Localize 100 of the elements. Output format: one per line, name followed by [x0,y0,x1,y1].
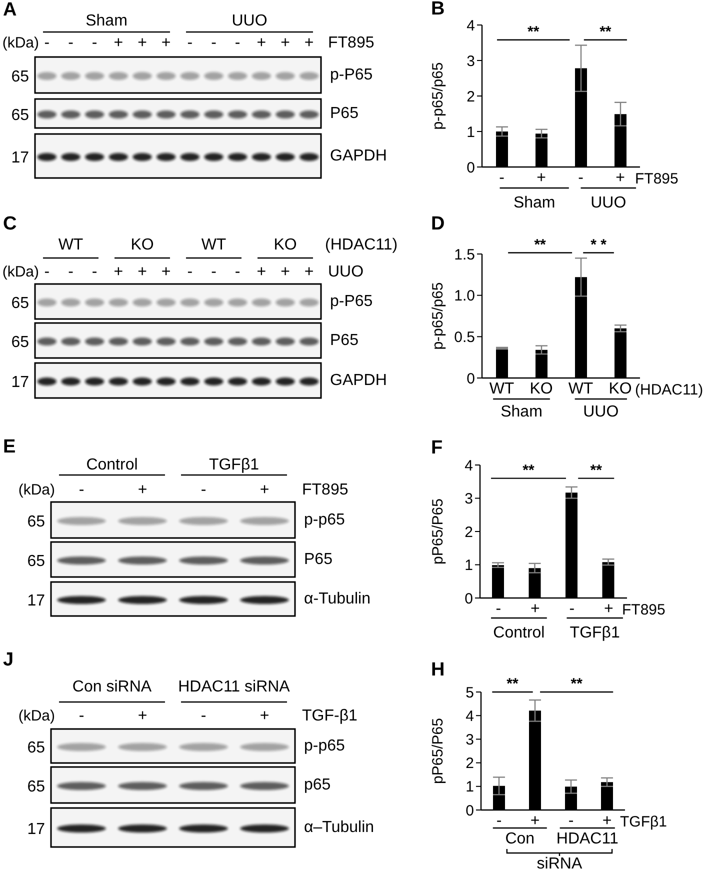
text: KO [274,236,297,254]
y-tick-label: 2 [466,755,474,772]
text: HDAC11 [556,830,618,848]
text: A [3,0,17,20]
category-label: - [211,34,216,52]
y-axis-title: pP65/P65 [430,498,446,564]
chart-title: B [431,0,445,20]
category-label: P65 [330,105,358,122]
text: UUO [583,404,619,420]
y-axis-title: pP65/P65 [430,718,446,784]
category-label: + [138,708,148,724]
y-tick-label: 4 [466,17,475,34]
annotation: ** [506,676,518,692]
y-tick-label: 5 [466,684,474,702]
text: Sham [500,404,542,420]
category-label: - [234,264,240,280]
y-axis-title: p-p65/p65 [430,62,446,130]
category-label: - [200,482,206,498]
category-label: + [280,264,290,280]
text: UUO [328,264,364,280]
x-axis-title: FT895 [622,602,666,618]
category-label: 65 [27,740,45,756]
text: Control [493,624,545,642]
category-label: + [256,34,266,52]
text: (kDa) [2,34,39,52]
x-tick-label: KO [608,380,632,398]
category-label: + [304,264,314,280]
category-label: 17 [11,150,29,166]
category-label: 65 [27,778,45,796]
text: (HDAC11) [325,236,398,254]
x-axis-title: (HDAC11) [635,382,704,398]
category-label: - [78,482,84,498]
text: Con [505,830,535,848]
y-tick-label: 3 [464,490,473,508]
y-tick-label: 0 [466,802,474,820]
category-label: 65 [11,107,29,124]
category-label: α–Tubulin [304,819,374,836]
text: TGFβ1 [208,456,260,474]
annotation: ** [528,23,540,40]
text: siRNA [536,856,582,871]
y-tick-label: 0.5 [454,328,475,346]
y-axis-title: p-p65/p65 [430,282,446,350]
category-label: 17 [11,374,29,391]
text: (kDa) [2,264,39,280]
category-label: - [68,264,74,280]
category-label: - [68,34,74,52]
x-tick-label: WT [568,380,594,398]
category-label: - [187,264,193,280]
y-tick-label: 2 [464,524,473,541]
annotation: ** [522,462,535,479]
category-label: + [260,708,270,724]
y-tick-label: 0 [466,159,475,176]
category-label: - [211,264,216,280]
y-tick-label: 4 [466,708,474,725]
category-label: GAPDH [330,148,387,164]
category-label: GAPDH [330,372,387,389]
text: Sham [86,12,128,30]
x-tick-label: + [536,169,546,186]
x-tick-label: - [578,169,584,186]
annotation: ** [590,462,602,479]
text: UUO [590,194,626,212]
y-tick-label: 0 [466,370,475,388]
y-tick-label: 1.5 [454,246,475,264]
x-tick-label: - [569,600,575,618]
text: Con siRNA [72,678,152,696]
category-label: - [187,34,193,52]
category-label: 65 [27,553,45,570]
x-tick-label: + [602,812,612,830]
x-tick-label: - [496,812,502,830]
category-label: - [92,264,98,280]
text: Control [86,456,138,474]
annotation: ** [600,23,612,40]
category-label: + [138,264,147,280]
category-label: - [200,708,206,724]
category-label: p-P65 [330,66,373,84]
x-tick-label: WT [489,380,514,398]
category-label: + [114,34,124,52]
category-label: 17 [27,821,45,838]
chart-title: D [431,214,445,234]
category-label: + [304,34,314,52]
text: E [3,436,16,458]
x-tick-label: KO [530,380,553,398]
category-label: 65 [11,68,29,86]
text: FT895 [302,482,348,498]
text: TGF-β1 [302,708,358,724]
text: HDAC11 siRNA [178,678,290,696]
y-tick-label: 1 [466,778,474,796]
y-tick-label: 2 [466,88,475,106]
text: Sham [513,194,556,212]
text: UUO [232,12,268,30]
x-axis-title: TGFβ1 [620,814,667,830]
text: C [3,214,17,234]
y-tick-label: 3 [466,52,475,70]
text: * * [590,236,607,254]
category-label: P65 [330,332,358,349]
category-label: α-Tubulin [304,590,370,608]
x-tick-label: + [616,169,625,186]
y-tick-label: 1.0 [454,288,475,305]
text: (kDa) [18,708,55,724]
category-label: - [44,264,50,280]
